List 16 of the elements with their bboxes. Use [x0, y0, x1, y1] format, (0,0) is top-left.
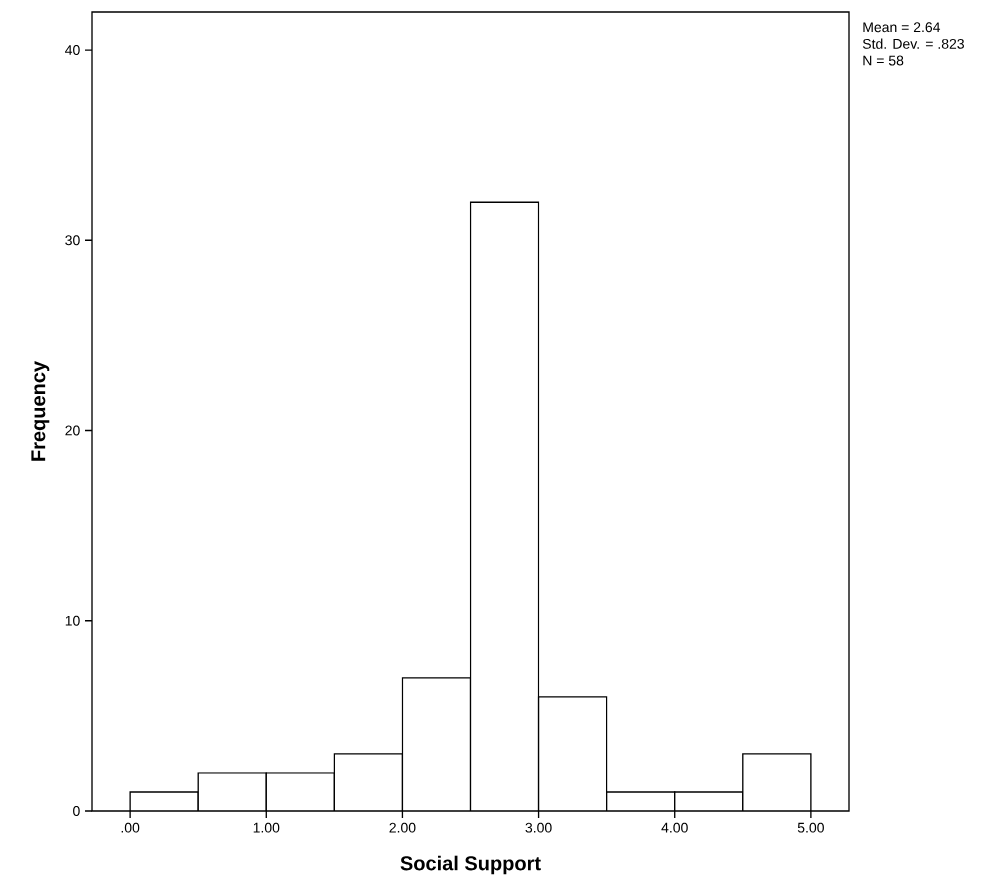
x-tick-label: 3.00	[525, 822, 552, 833]
text: N = 58	[863, 55, 904, 66]
y-tick-label: 10	[65, 615, 80, 626]
text: Mean = 2.64	[863, 22, 941, 33]
x-tick-label: 5.00	[797, 822, 824, 833]
x-axis-title: Social Support	[400, 855, 541, 875]
y-tick-label: 20	[65, 425, 80, 436]
y-tick-label: 40	[65, 45, 80, 56]
x-tick-label: .00	[121, 822, 140, 833]
x-tick-label: 2.00	[389, 822, 416, 833]
y-axis-title: Frequency	[31, 361, 50, 461]
x-tick-label: 4.00	[661, 822, 688, 833]
x-tick-label: 1.00	[253, 822, 280, 833]
y-tick-label: 0	[73, 806, 80, 816]
text: Std. Dev. = .823	[862, 38, 964, 49]
y-tick-label: 30	[65, 235, 80, 246]
